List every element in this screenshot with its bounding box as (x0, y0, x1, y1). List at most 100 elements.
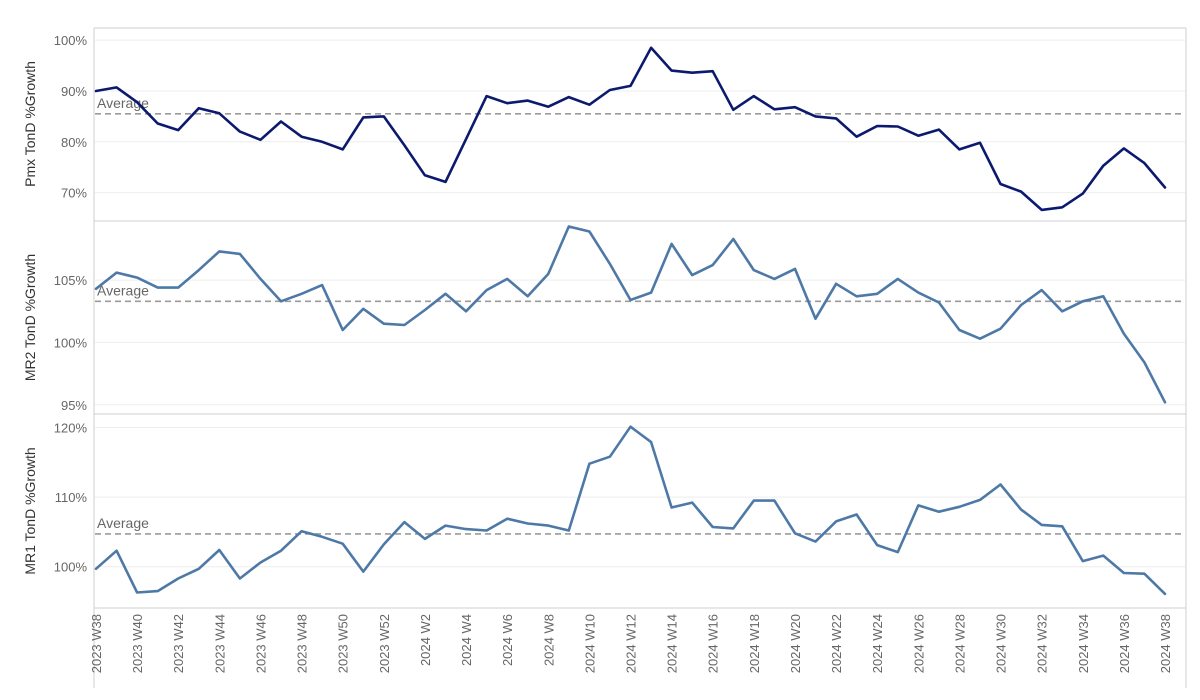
x-tick-label: 2024 W22 (829, 614, 844, 673)
y-tick-label: 110% (55, 490, 88, 505)
x-tick-label: 2024 W28 (952, 614, 967, 673)
data-point (424, 174, 427, 177)
data-point (938, 128, 941, 131)
data-point (711, 264, 714, 267)
data-point (711, 70, 714, 73)
data-point (650, 46, 653, 49)
data-point (670, 69, 673, 72)
data-point (403, 521, 406, 524)
data-point (979, 499, 982, 502)
data-point (136, 101, 139, 104)
y-axis-title: Pmx TonD %Growth (22, 61, 38, 187)
x-tick-label: 2023 W44 (212, 614, 227, 673)
data-point (1143, 162, 1146, 165)
data-point (1020, 304, 1023, 307)
data-point (424, 538, 427, 541)
data-point (896, 278, 899, 281)
data-point (1040, 209, 1043, 212)
average-label: Average (97, 95, 149, 111)
data-point (958, 148, 961, 151)
x-tick-label: 2024 W12 (624, 614, 639, 673)
y-tick-label: 80% (61, 135, 87, 150)
data-point (670, 506, 673, 509)
data-point (650, 291, 653, 294)
data-point (485, 95, 488, 98)
data-point (526, 99, 529, 102)
data-point (1081, 192, 1084, 195)
data-point (835, 520, 838, 523)
data-point (383, 322, 386, 325)
data-point (465, 138, 468, 141)
data-point (321, 140, 324, 143)
data-point (341, 148, 344, 151)
data-point (239, 253, 242, 256)
data-point (917, 504, 920, 507)
data-point (136, 276, 139, 279)
data-point (814, 317, 817, 320)
data-point (218, 112, 221, 115)
data-point (485, 289, 488, 292)
data-point (156, 286, 159, 289)
data-point (999, 183, 1002, 186)
y-tick-label: 70% (61, 186, 87, 201)
data-point (444, 181, 447, 184)
data-point (835, 117, 838, 120)
data-point (938, 510, 941, 513)
data-point (876, 544, 879, 547)
data-point (280, 300, 283, 303)
x-tick-label: 2024 W26 (911, 614, 926, 673)
data-point (773, 108, 776, 111)
x-tick-label: 2024 W10 (582, 614, 597, 673)
data-point (855, 513, 858, 516)
data-point (259, 561, 262, 564)
x-tick-label: 2023 W52 (377, 614, 392, 673)
data-point (773, 499, 776, 502)
data-point (177, 129, 180, 132)
data-point (691, 501, 694, 504)
data-point (547, 105, 550, 108)
data-point (444, 293, 447, 296)
x-tick-label: 2024 W2 (418, 614, 433, 666)
data-point (588, 462, 591, 465)
data-point (917, 134, 920, 137)
data-point (732, 527, 735, 530)
data-point (609, 89, 612, 92)
data-point (465, 310, 468, 313)
data-point (691, 274, 694, 277)
data-point (239, 577, 242, 580)
data-point (629, 425, 632, 428)
data-point (197, 567, 200, 570)
data-point (979, 337, 982, 340)
data-point (670, 243, 673, 246)
data-point (629, 85, 632, 88)
data-point (814, 540, 817, 543)
x-tick-label: 2023 W42 (171, 614, 186, 673)
data-point (1020, 190, 1023, 193)
data-point (773, 278, 776, 281)
data-point (1143, 361, 1146, 364)
data-point (362, 307, 365, 310)
data-point (979, 142, 982, 145)
data-point (896, 551, 899, 554)
series-line (94, 225, 1167, 404)
data-point (1081, 300, 1084, 303)
series-line (94, 46, 1167, 212)
data-point (177, 577, 180, 580)
data-point (218, 549, 221, 552)
data-point (896, 125, 899, 128)
data-point (753, 499, 756, 502)
data-point (1102, 164, 1105, 167)
x-tick-label: 2024 W20 (788, 614, 803, 673)
data-point (156, 122, 159, 125)
data-point (794, 532, 797, 535)
data-point (568, 529, 571, 532)
x-tick-label: 2024 W24 (870, 614, 885, 673)
data-point (691, 71, 694, 74)
data-point (588, 230, 591, 233)
data-point (629, 299, 632, 302)
data-point (1164, 186, 1167, 189)
data-point (1164, 593, 1167, 596)
data-point (341, 329, 344, 332)
y-tick-label: 90% (61, 84, 87, 99)
data-point (362, 570, 365, 573)
